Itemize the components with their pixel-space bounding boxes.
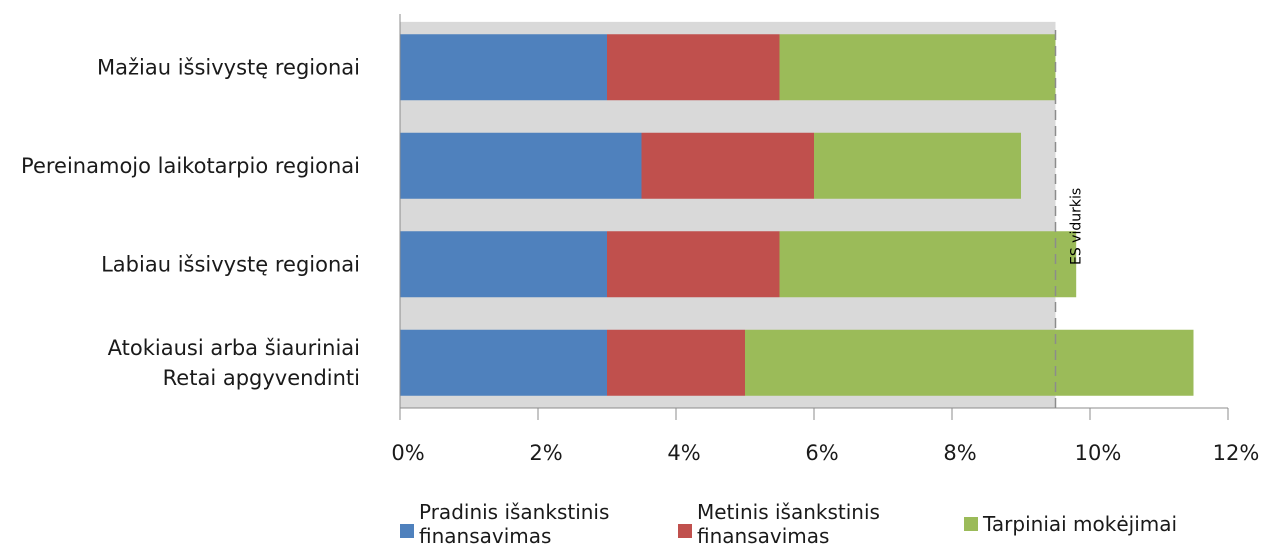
tick-labels: 0% 2% 4% 6% 8% 10% 12%: [391, 441, 1259, 465]
bar-segment-2-cat-4: [607, 329, 745, 396]
reference-line-group: ES vidurkis: [1054, 30, 1085, 408]
x-tick-label: 12%: [1213, 441, 1260, 465]
bar-segment-2-cat-3: [607, 231, 780, 298]
x-tick-label: 6%: [805, 441, 838, 465]
x-tick-label: 0%: [391, 441, 424, 465]
legend-item-tarpiniai: Tarpiniai mokėjimai: [964, 512, 1177, 536]
category-labels: Mažiau išsivystę regionai Pereinamojo lai…: [21, 55, 360, 390]
bar-segment-3-cat-2: [814, 132, 1021, 199]
bar-segment-1-cat-2: [400, 132, 642, 199]
bar-segment-1-cat-3: [400, 231, 607, 298]
bar-segment-2-cat-2: [641, 132, 814, 199]
x-tick-label: 8%: [943, 441, 976, 465]
x-tick-label: 2%: [529, 441, 562, 465]
bar-segment-1-cat-1: [400, 34, 607, 101]
category-label: Labiau išsivystę regionai: [101, 252, 360, 276]
bar-segment-3-cat-3: [779, 231, 1077, 298]
reference-line-label: ES vidurkis: [1069, 188, 1085, 265]
bar-segment-3-cat-1: [779, 34, 1056, 101]
legend-swatch: [678, 524, 692, 538]
axes: [399, 14, 1229, 420]
x-tick-label: 4%: [667, 441, 700, 465]
legend-label: Tarpiniai mokėjimai: [983, 512, 1178, 536]
bar-segment-3-cat-4: [745, 329, 1194, 396]
legend-label: Metinis išankstinis finansavimas: [697, 500, 880, 548]
legend-label: Pradinis išankstinis finansavimas: [419, 500, 610, 548]
legend-item-metinis: Metinis išankstinis finansavimas: [678, 500, 880, 548]
legend-swatch: [964, 517, 978, 531]
bar-segment-1-cat-4: [400, 329, 607, 396]
category-label: Atokiausi arba šiauriniai: [108, 336, 360, 360]
category-label: Mažiau išsivystę regionai: [97, 55, 360, 79]
category-label: Retai apgyvendinti: [163, 366, 360, 390]
legend: Pradinis išankstinis finansavimas Metini…: [0, 500, 1263, 553]
legend-item-pradinis: Pradinis išankstinis finansavimas: [400, 500, 609, 548]
x-tick-label: 10%: [1075, 441, 1122, 465]
bar-segment-2-cat-1: [607, 34, 780, 101]
bars: [400, 34, 1194, 396]
legend-swatch: [400, 524, 414, 538]
category-label: Pereinamojo laikotarpio regionai: [21, 154, 360, 178]
